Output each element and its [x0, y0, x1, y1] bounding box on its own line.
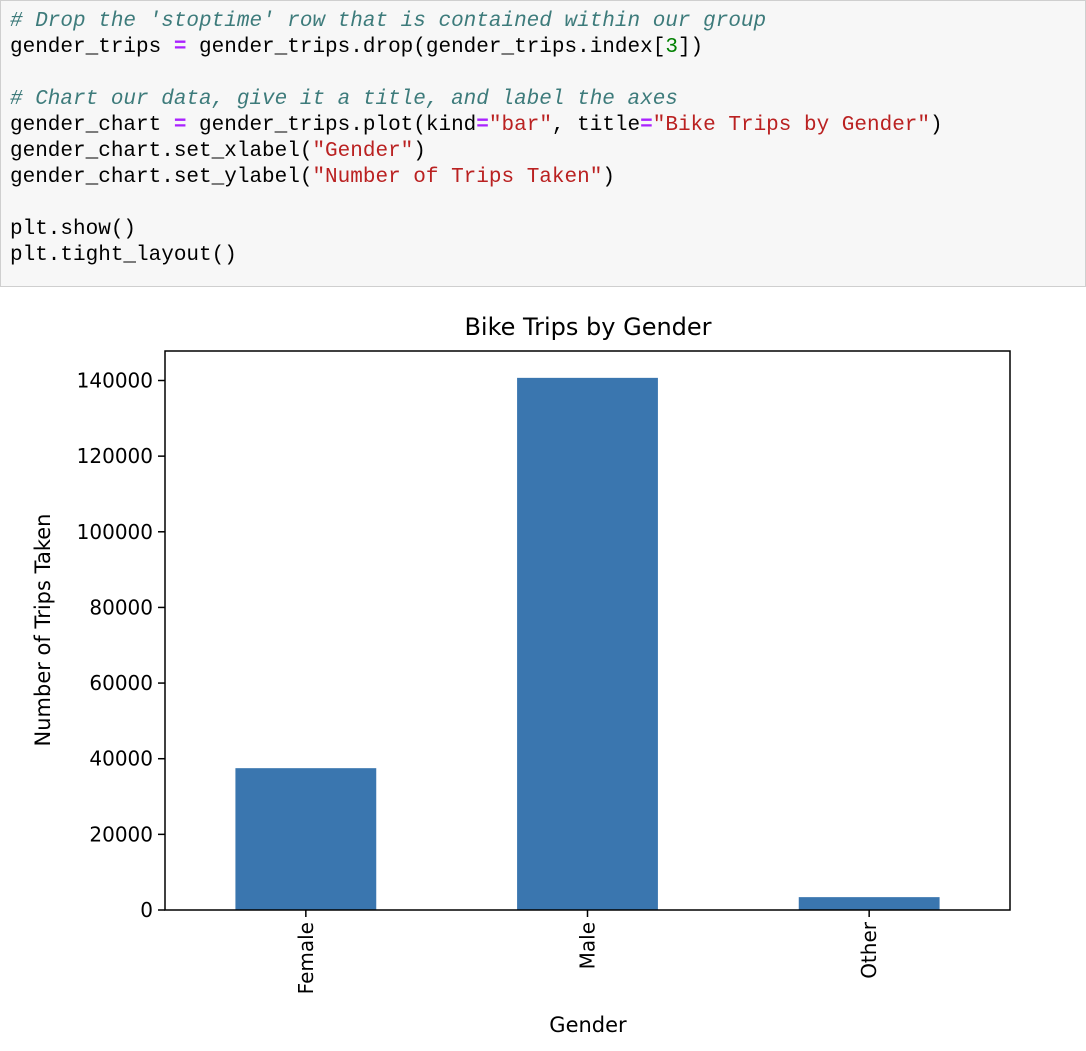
code-line: gender_chart.set_xlabel("Gender")	[10, 139, 1085, 165]
code-token: ])	[677, 36, 704, 59]
y-tick-label: 120000	[77, 444, 153, 468]
code-token: )	[930, 114, 943, 137]
y-axis-label: Number of Trips Taken	[31, 514, 55, 747]
code-token: plt.tight_layout()	[10, 244, 237, 267]
code-token: gender_chart.set_xlabel(	[10, 140, 313, 163]
code-token: "Bike Trips by Gender"	[652, 114, 930, 137]
chart-output: Bike Trips by Gender 0 20000 40000 60000 800…	[0, 287, 1086, 1046]
code-token: gender_trips	[10, 36, 174, 59]
code-line: gender_chart = gender_trips.plot(kind="b…	[10, 113, 1085, 139]
code-token: # Drop the 'stoptime' row that is contai…	[10, 10, 767, 33]
code-token: 3	[665, 36, 678, 59]
code-token: "bar"	[488, 114, 552, 137]
code-line: plt.show()	[10, 217, 1085, 243]
code-cell[interactable]: # Drop the 'stoptime' row that is contai…	[0, 0, 1086, 287]
code-token: "Gender"	[312, 140, 414, 163]
code-line: # Drop the 'stoptime' row that is contai…	[10, 9, 1085, 35]
y-tick-label: 20000	[89, 822, 153, 846]
code-token: )	[602, 166, 615, 189]
code-line	[10, 61, 1085, 87]
code-line: # Chart our data, give it a title, and l…	[10, 87, 1085, 113]
code-line: plt.tight_layout()	[10, 243, 1085, 269]
chart-title: Bike Trips by Gender	[464, 313, 711, 341]
code-token: =	[476, 114, 489, 137]
bar-male	[517, 377, 658, 911]
x-tick-label: Other	[857, 921, 881, 979]
y-tick-label: 100000	[77, 520, 153, 544]
x-axis-label: Gender	[549, 1013, 627, 1037]
code-token: plt.show()	[10, 218, 137, 241]
x-tick-label: Female	[294, 922, 318, 994]
y-tick-label: 0	[140, 898, 153, 922]
code-token: # Chart our data, give it a title, and l…	[10, 88, 678, 111]
code-editor[interactable]: # Drop the 'stoptime' row that is contai…	[10, 9, 1085, 269]
code-token: =	[640, 114, 653, 137]
bar-other	[798, 897, 940, 910]
code-line	[10, 191, 1085, 217]
y-tick-label: 60000	[89, 671, 153, 695]
code-line: gender_trips = gender_trips.drop(gender_…	[10, 35, 1085, 61]
bar-chart: Bike Trips by Gender 0 20000 40000 60000 800…	[31, 313, 1011, 1037]
x-tick-label: Male	[576, 922, 600, 969]
y-tick-label: 40000	[89, 747, 153, 771]
code-token: gender_trips.drop(gender_trips.index[	[186, 36, 666, 59]
y-tick-label: 140000	[77, 369, 153, 393]
code-token: "Number of Trips Taken"	[312, 166, 603, 189]
code-line: gender_chart.set_ylabel("Number of Trips…	[10, 165, 1085, 191]
code-token: =	[173, 36, 187, 59]
code-token: gender_chart	[10, 114, 174, 137]
code-token: =	[173, 114, 187, 137]
bar-female	[235, 768, 377, 910]
code-token: gender_chart.set_ylabel(	[10, 166, 313, 189]
plot-frame	[164, 350, 1011, 911]
code-token: , title	[551, 114, 641, 137]
y-tick-label: 80000	[89, 595, 153, 619]
code-token: gender_trips.plot(kind	[186, 114, 477, 137]
code-token: )	[413, 140, 426, 163]
